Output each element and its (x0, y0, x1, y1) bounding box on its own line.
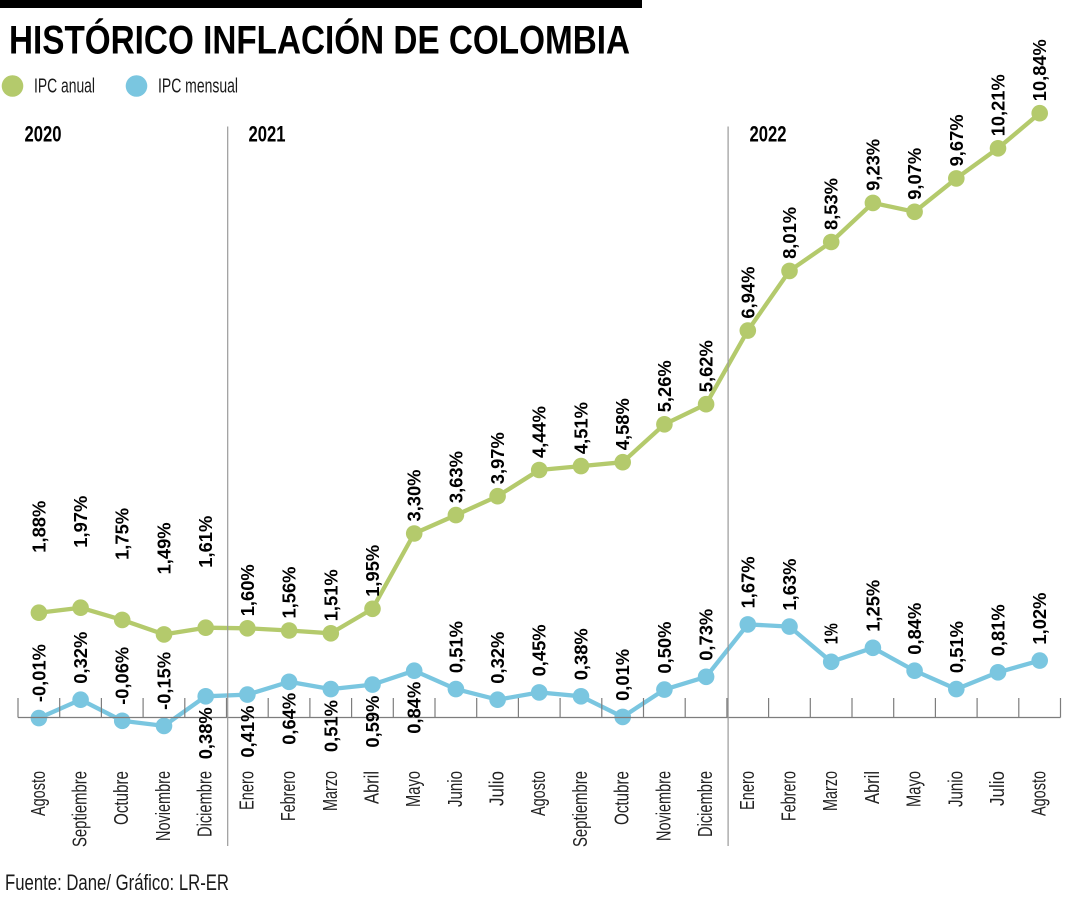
svg-text:Agosto: Agosto (1029, 771, 1051, 816)
svg-text:0,38%: 0,38% (195, 707, 216, 759)
svg-text:10,21%: 10,21% (988, 74, 1009, 136)
svg-text:10,84%: 10,84% (1029, 39, 1050, 101)
svg-text:2021: 2021 (249, 122, 286, 147)
svg-text:2022: 2022 (750, 122, 787, 147)
svg-text:1,02%: 1,02% (1029, 593, 1050, 645)
svg-text:Fuente: Dane/ Gráfico: LR-ER: Fuente: Dane/ Gráfico: LR-ER (5, 870, 229, 895)
svg-text:1,25%: 1,25% (862, 580, 883, 632)
svg-text:1%: 1% (821, 623, 842, 644)
svg-text:9,23%: 9,23% (862, 139, 883, 191)
svg-text:1,97%: 1,97% (70, 496, 91, 548)
svg-text:0,84%: 0,84% (404, 682, 425, 734)
svg-text:0,38%: 0,38% (571, 628, 592, 680)
svg-text:0,59%: 0,59% (362, 696, 383, 748)
svg-text:Noviembre: Noviembre (153, 771, 175, 841)
svg-text:Diciembre: Diciembre (195, 771, 217, 837)
svg-text:Octubre: Octubre (111, 771, 133, 825)
svg-text:0,01%: 0,01% (612, 649, 633, 701)
svg-text:5,26%: 5,26% (654, 360, 675, 412)
svg-text:9,67%: 9,67% (946, 114, 967, 166)
svg-text:0,41%: 0,41% (237, 706, 258, 758)
svg-text:1,56%: 1,56% (279, 567, 300, 619)
svg-text:3,30%: 3,30% (404, 470, 425, 522)
svg-text:HISTÓRICO INFLACIÓN DE COLOMBI: HISTÓRICO INFLACIÓN DE COLOMBIA (9, 17, 630, 63)
svg-text:1,75%: 1,75% (112, 508, 133, 560)
svg-text:Junio: Junio (945, 771, 967, 807)
svg-text:Agosto: Agosto (28, 771, 50, 816)
svg-text:1,63%: 1,63% (779, 559, 800, 611)
svg-text:Noviembre: Noviembre (653, 771, 675, 841)
svg-text:IPC anual: IPC anual (34, 75, 95, 98)
svg-text:Abril: Abril (362, 771, 384, 804)
svg-text:Abril: Abril (862, 771, 884, 804)
svg-text:Julio: Julio (987, 771, 1009, 806)
svg-text:5,62%: 5,62% (696, 340, 717, 392)
svg-text:1,88%: 1,88% (28, 501, 49, 553)
svg-text:3,97%: 3,97% (487, 432, 508, 484)
svg-text:8,53%: 8,53% (821, 178, 842, 230)
svg-text:Junio: Junio (445, 771, 467, 807)
svg-text:-0,01%: -0,01% (28, 644, 49, 702)
svg-text:1,95%: 1,95% (362, 545, 383, 597)
svg-text:Mayo: Mayo (403, 771, 425, 807)
svg-text:Marzo: Marzo (320, 771, 342, 811)
svg-text:Febrero: Febrero (779, 771, 801, 821)
svg-text:0,84%: 0,84% (904, 603, 925, 655)
svg-text:1,61%: 1,61% (195, 516, 216, 568)
svg-text:Julio: Julio (487, 771, 509, 806)
svg-text:Mayo: Mayo (904, 771, 926, 807)
svg-text:Agosto: Agosto (528, 771, 550, 816)
svg-text:0,51%: 0,51% (320, 700, 341, 752)
svg-text:1,60%: 1,60% (237, 564, 258, 616)
svg-text:3,63%: 3,63% (445, 451, 466, 503)
svg-text:Octubre: Octubre (612, 771, 634, 825)
svg-text:0,51%: 0,51% (946, 621, 967, 673)
svg-text:4,44%: 4,44% (529, 406, 550, 458)
svg-text:0,32%: 0,32% (70, 632, 91, 684)
svg-text:0,50%: 0,50% (654, 622, 675, 674)
svg-text:0,73%: 0,73% (696, 609, 717, 661)
svg-text:1,51%: 1,51% (320, 569, 341, 621)
svg-text:Enero: Enero (737, 771, 759, 810)
svg-text:Diciembre: Diciembre (695, 771, 717, 837)
svg-text:1,67%: 1,67% (737, 556, 758, 608)
svg-text:8,01%: 8,01% (779, 207, 800, 259)
svg-text:Septiembre: Septiembre (70, 771, 92, 847)
svg-text:4,58%: 4,58% (612, 398, 633, 450)
svg-text:0,64%: 0,64% (279, 693, 300, 745)
svg-text:2020: 2020 (25, 122, 62, 147)
svg-text:9,07%: 9,07% (904, 148, 925, 200)
svg-text:0,32%: 0,32% (487, 632, 508, 684)
svg-text:Marzo: Marzo (820, 771, 842, 811)
svg-text:Febrero: Febrero (278, 771, 300, 821)
svg-text:0,81%: 0,81% (988, 604, 1009, 656)
svg-text:-0,06%: -0,06% (112, 647, 133, 705)
svg-text:0,45%: 0,45% (529, 624, 550, 676)
svg-text:-0,15%: -0,15% (154, 652, 175, 710)
svg-text:4,51%: 4,51% (571, 402, 592, 454)
svg-text:6,94%: 6,94% (737, 267, 758, 319)
svg-text:IPC mensual: IPC mensual (158, 75, 238, 98)
svg-text:Septiembre: Septiembre (570, 771, 592, 847)
svg-text:Enero: Enero (236, 771, 258, 810)
svg-text:1,49%: 1,49% (154, 522, 175, 574)
svg-text:0,51%: 0,51% (445, 621, 466, 673)
